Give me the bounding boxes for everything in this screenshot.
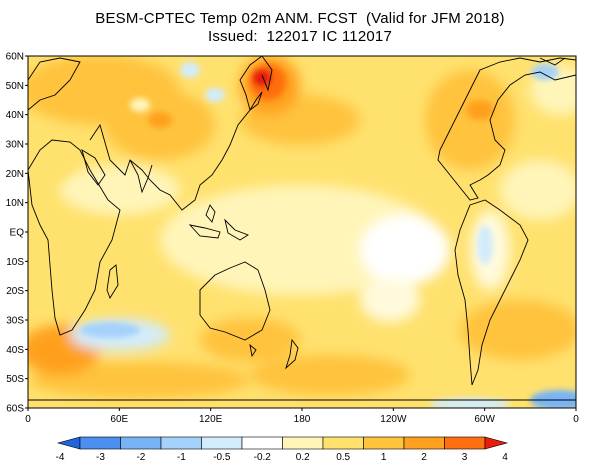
lat-label: 50N	[6, 81, 24, 92]
lat-label: 10N	[6, 198, 24, 209]
lon-label: 120W	[380, 414, 407, 425]
colorbar-segment	[282, 436, 324, 450]
colorbar-arrow-high	[484, 436, 509, 450]
lat-label: EQ	[10, 228, 25, 239]
colorbar-label: 0.2	[296, 452, 310, 463]
lat-label: 60N	[6, 52, 24, 63]
colorbar-segment	[201, 436, 243, 450]
lat-label: 20N	[6, 169, 24, 180]
lon-label: 120E	[199, 414, 223, 425]
map-subtitle: Issued: 122017 IC 112017	[207, 28, 393, 45]
lon-label: 180	[294, 414, 311, 425]
lat-label: 30N	[6, 140, 24, 151]
lat-label: 40S	[6, 345, 24, 356]
colorbar-segment	[403, 436, 445, 450]
colorbar-segment	[322, 436, 364, 450]
lon-label: 0	[573, 414, 579, 425]
map-title: BESM-CPTEC Temp 02m ANM. FCST (Valid for…	[95, 10, 505, 27]
colorbar-segment	[241, 436, 283, 450]
colorbar-segment	[120, 436, 162, 450]
colorbar-label: -4	[56, 452, 65, 463]
colorbar-segment	[160, 436, 202, 450]
colorbar-label: -0.5	[213, 452, 231, 463]
colorbar-label: 3	[462, 452, 468, 463]
colorbar-label: 2	[421, 452, 427, 463]
colorbar-label: -2	[136, 452, 145, 463]
colorbar-label: 4	[502, 452, 508, 463]
colorbar-label: 0.5	[336, 452, 350, 463]
lat-label: 20S	[6, 286, 24, 297]
lat-label: 10S	[6, 257, 24, 268]
anomaly-field	[28, 56, 576, 408]
lon-label: 60W	[474, 414, 495, 425]
colorbar-segment	[79, 436, 121, 450]
latitude-axis: 60N 50N 40N 30N 20N 10N EQ 10S 20S 30S 40S 50S 60S	[6, 52, 28, 415]
coastlines	[28, 56, 576, 401]
colorbar-segment	[363, 436, 405, 450]
lat-label: 30S	[6, 316, 24, 327]
lat-label: 60S	[6, 404, 24, 415]
colorbar-label: -3	[96, 452, 105, 463]
colorbar-arrow-low	[56, 436, 81, 450]
colorbar-segment	[444, 436, 486, 450]
lon-label: 0	[25, 414, 31, 425]
longitude-axis: 0 60E 120E 180 120W 60W 0	[25, 408, 579, 425]
colorbar-label: -1	[177, 452, 186, 463]
lat-label: 40N	[6, 110, 24, 121]
colorbar: -4 -3 -2 -1 -0.5 -0.2 0.2 0.5 1 2 3 4	[56, 436, 509, 463]
lat-label: 50S	[6, 374, 24, 385]
colorbar-label: 1	[381, 452, 387, 463]
lon-label: 60E	[110, 414, 128, 425]
colorbar-label: -0.2	[254, 452, 272, 463]
